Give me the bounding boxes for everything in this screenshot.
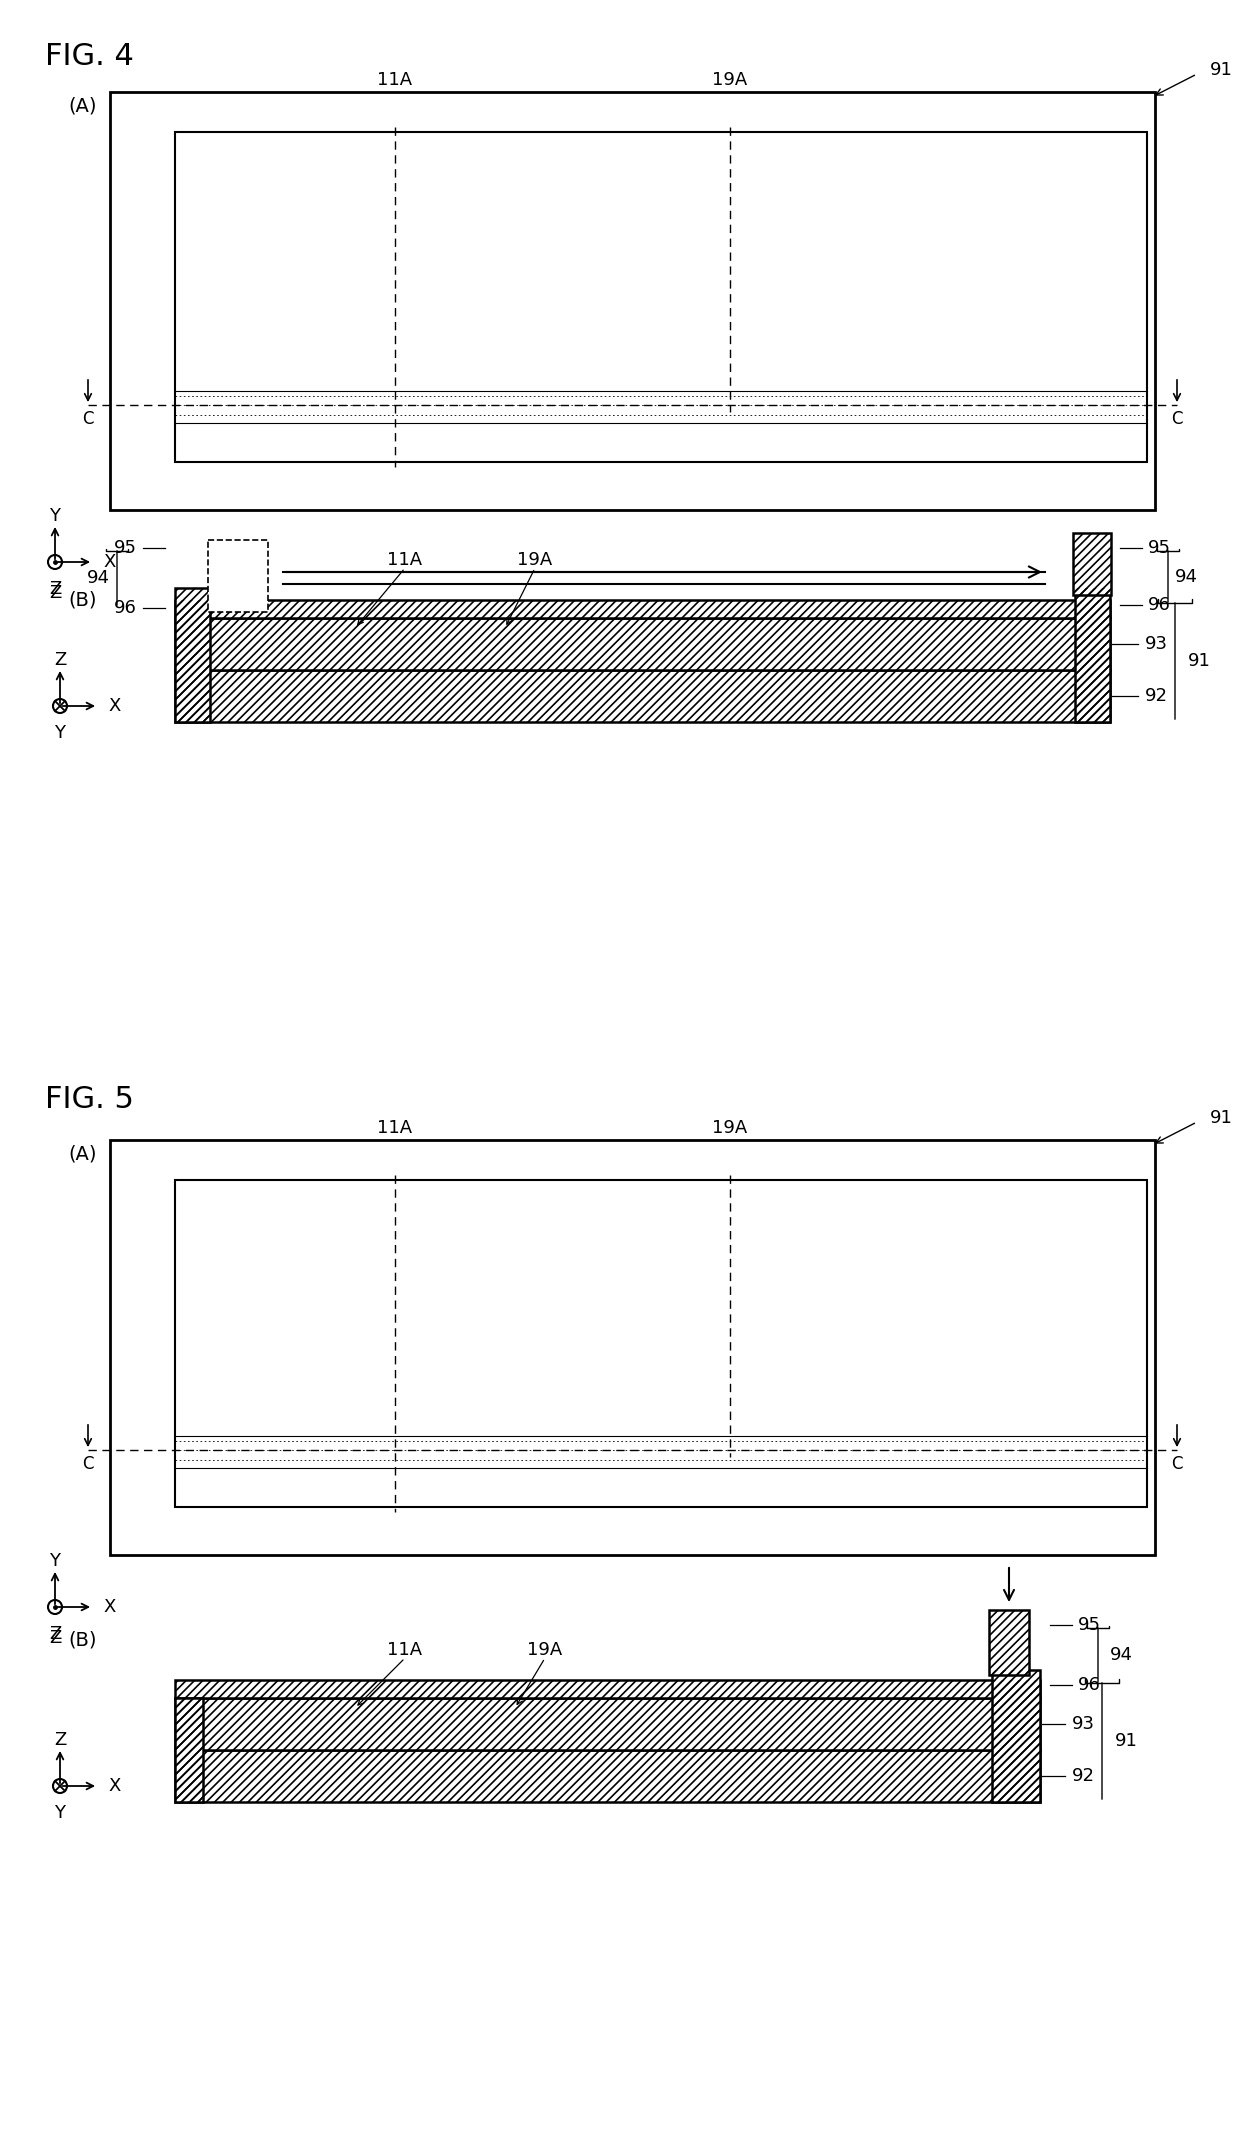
Bar (175, 618, 1110, 670)
Text: Z: Z (48, 1630, 61, 1647)
Text: 19A: 19A (517, 551, 553, 568)
Bar (1073, 534, 1111, 594)
Text: 96: 96 (1078, 1675, 1101, 1694)
Bar (992, 1671, 1040, 1802)
Bar (175, 1699, 203, 1802)
Text: X: X (108, 1776, 120, 1796)
Bar (175, 601, 1110, 618)
Text: 91: 91 (1115, 1731, 1138, 1750)
Text: C: C (82, 1455, 94, 1473)
Text: 11A: 11A (377, 1120, 413, 1137)
Bar (175, 1750, 1040, 1802)
Bar (175, 1699, 203, 1802)
Text: FIG. 5: FIG. 5 (45, 1085, 134, 1113)
Text: 91: 91 (1210, 1109, 1233, 1126)
Text: 92: 92 (1073, 1768, 1095, 1785)
Bar (1075, 588, 1110, 721)
Bar (175, 1699, 1040, 1750)
Text: 11A: 11A (377, 71, 413, 88)
Text: 94: 94 (87, 568, 110, 588)
Text: 91: 91 (1210, 60, 1233, 80)
Text: 19A: 19A (712, 1120, 748, 1137)
Text: 19A: 19A (712, 71, 748, 88)
Text: C: C (1172, 1455, 1183, 1473)
Text: Z: Z (48, 579, 61, 599)
Text: C: C (82, 409, 94, 428)
Text: 94: 94 (1176, 568, 1198, 586)
Bar (175, 670, 1110, 721)
Text: Y: Y (55, 1804, 66, 1821)
Text: 93: 93 (1073, 1716, 1095, 1733)
Bar (175, 670, 1110, 721)
Bar (175, 601, 1110, 618)
Text: 11A: 11A (387, 1641, 423, 1660)
Bar (1073, 534, 1111, 594)
Bar (175, 588, 210, 721)
Text: 95: 95 (1148, 538, 1171, 558)
Bar (990, 1610, 1029, 1675)
Bar (208, 540, 268, 611)
Bar (175, 588, 210, 721)
Text: (B): (B) (68, 1630, 97, 1649)
Text: Z: Z (48, 1626, 61, 1643)
Text: Z: Z (53, 650, 66, 670)
Text: 93: 93 (1145, 635, 1168, 652)
Text: 96: 96 (1148, 596, 1171, 614)
Text: X: X (103, 1598, 115, 1617)
Text: 96: 96 (114, 599, 136, 618)
Text: 19A: 19A (527, 1641, 563, 1660)
Text: C: C (1172, 409, 1183, 428)
Text: 94: 94 (1110, 1647, 1133, 1664)
Text: Y: Y (55, 723, 66, 743)
Text: 11A: 11A (387, 551, 423, 568)
Bar (110, 1139, 1154, 1554)
Bar (992, 1671, 1040, 1802)
Text: Z: Z (53, 1731, 66, 1748)
Bar (110, 93, 1154, 510)
Text: Z: Z (48, 583, 61, 603)
Text: Y: Y (50, 506, 61, 525)
Text: 92: 92 (1145, 687, 1168, 704)
Bar (175, 1699, 1040, 1750)
Bar (175, 131, 1147, 463)
Text: X: X (108, 698, 120, 715)
Text: Y: Y (50, 1552, 61, 1570)
Text: 95: 95 (114, 538, 136, 558)
Bar (175, 1180, 1147, 1507)
Bar (990, 1610, 1029, 1675)
Text: (A): (A) (68, 97, 97, 116)
Bar (175, 1750, 1040, 1802)
Text: 95: 95 (1078, 1617, 1101, 1634)
Bar (175, 618, 1110, 670)
Text: FIG. 4: FIG. 4 (45, 43, 134, 71)
Text: 91: 91 (1188, 652, 1211, 670)
Bar (1075, 588, 1110, 721)
Text: (B): (B) (68, 590, 97, 609)
Text: X: X (103, 553, 115, 571)
Bar (175, 1679, 1040, 1699)
Text: (A): (A) (68, 1145, 97, 1165)
Bar (175, 1679, 1040, 1699)
